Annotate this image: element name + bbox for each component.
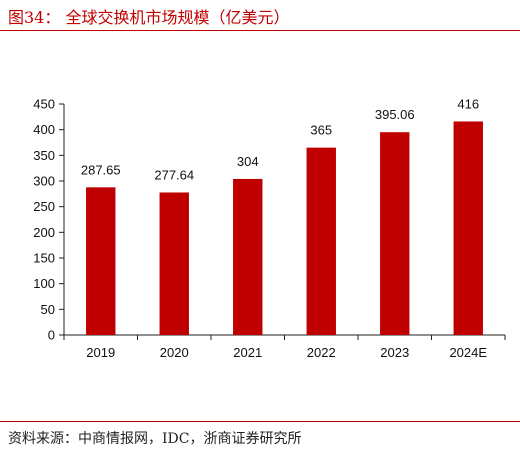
y-tick-label: 200: [33, 225, 55, 240]
x-tick-label-2022: 2022: [307, 345, 336, 360]
y-tick-label: 450: [33, 97, 55, 112]
x-axis: 2019 2020 2021 2022 2023 2024E: [63, 334, 506, 360]
bar-2021: [233, 178, 263, 335]
data-label-2022: 365: [310, 123, 332, 138]
data-label-2024E: 416: [457, 96, 479, 111]
bar-2019: [86, 187, 116, 335]
bars: [86, 121, 483, 335]
bar-2022: [306, 147, 336, 335]
y-tick-label: 150: [33, 251, 55, 266]
data-label-2019: 287.65: [81, 162, 121, 177]
x-tick-label-2020: 2020: [160, 345, 189, 360]
title-divider: [0, 30, 520, 31]
bar-2020: [159, 192, 189, 335]
source-note: 资料来源：中商情报网，IDC，浙商证券研究所: [8, 431, 302, 447]
figure-title: 图34： 全球交换机市场规模（亿美元）: [8, 8, 290, 27]
y-tick-label: 50: [41, 302, 55, 317]
data-label-2023: 395.06: [375, 107, 415, 122]
y-tick-label: 400: [33, 122, 55, 137]
source-divider: [0, 421, 520, 422]
bar-2024E: [453, 121, 483, 335]
bar-chart: 0 50 100 150 200 250 300 350 400 450 2019 2020 2021…: [33, 96, 506, 360]
y-axis: 0 50 100 150 200 250 300 350 400 450: [33, 97, 65, 343]
y-tick-label: 100: [33, 276, 55, 291]
x-tick-label-2021: 2021: [233, 345, 262, 360]
x-tick-label-2024E: 2024E: [449, 345, 487, 360]
y-tick-label: 350: [33, 148, 55, 163]
data-label-2020: 277.64: [154, 167, 194, 182]
data-label-2021: 304: [237, 154, 259, 169]
data-labels: 287.65 277.64 304 365 395.06 416: [81, 96, 479, 182]
y-tick-label: 300: [33, 174, 55, 189]
y-tick-label: 250: [33, 199, 55, 214]
x-tick-label-2019: 2019: [86, 345, 115, 360]
y-tick-label: 0: [48, 328, 55, 343]
x-tick-label-2023: 2023: [380, 345, 409, 360]
bar-2023: [380, 132, 410, 335]
